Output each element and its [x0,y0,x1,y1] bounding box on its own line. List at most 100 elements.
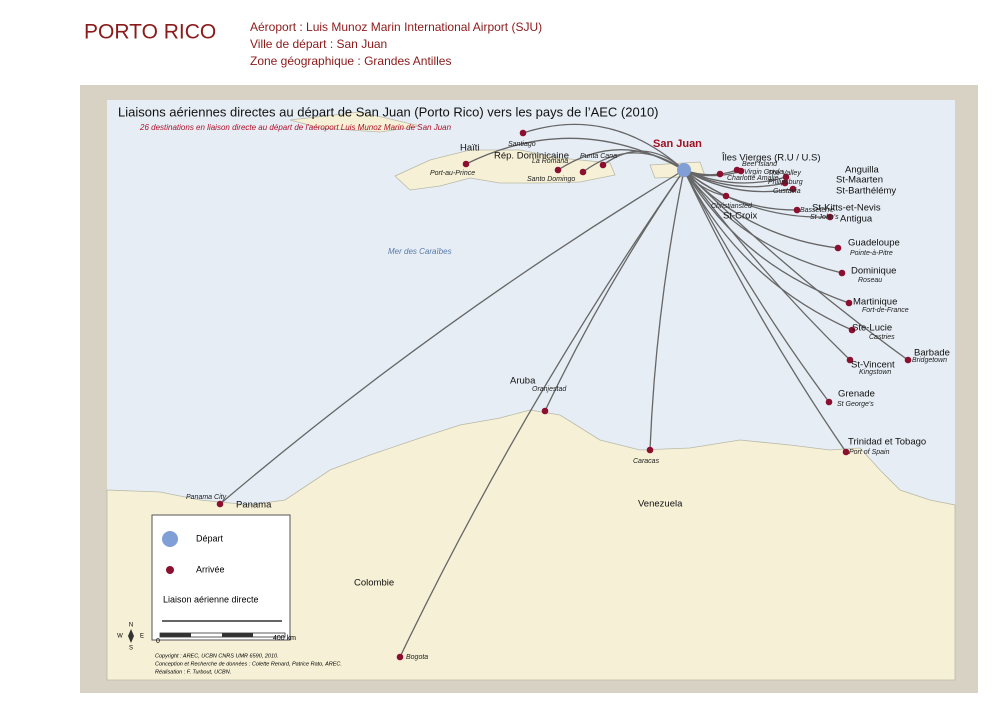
country-label: St-Kitts-et-Nevis [812,203,881,214]
city-label: St John's [810,214,839,221]
arrival-marker [834,244,842,252]
origin-label: San Juan [653,138,702,150]
city-label: Oranjestad [532,386,567,393]
country-label: St-Maarten [836,175,883,186]
compass-n: N [129,623,133,629]
city-label: Kingstown [859,369,891,376]
city-label: Castries [869,334,895,341]
arrival-marker [722,192,730,200]
country-label: Aruba [510,376,536,387]
cuba [289,111,421,133]
legend-link: Liaison aérienne directe [163,594,259,604]
arrival-marker [599,161,607,169]
city-label: Beef Island [742,161,778,168]
arrival-marker [781,179,789,187]
hispaniola [394,149,616,191]
compass-w: W [117,634,123,640]
city-label: Christiansted [711,203,753,210]
legend-arrival: Arrivée [196,564,225,574]
legend-arrival-marker [166,566,174,574]
arrival-marker [579,168,587,176]
credit: Copyright : AREC, UCBN CNRS UMR 6590, 20… [155,653,279,659]
route [683,169,909,361]
city-label: Charlotte Amalie [727,175,779,182]
country-label: Antigua [840,214,873,225]
city-label: Basseterre [800,207,834,214]
country-label: Venezuela [638,499,683,510]
map-title: Liaisons aériennes directes au départ de… [118,104,659,119]
arrival-marker [825,398,833,406]
route [683,169,850,304]
route [683,169,847,453]
south-america [106,409,956,681]
city-label: Caracas [633,458,660,465]
route [219,169,685,505]
route [582,152,685,173]
legend-departure-marker [162,531,178,547]
country-label: Anguilla [845,165,880,176]
city-label: Pointe-à-Pitre [850,250,893,257]
arrival-marker [716,170,724,178]
route [683,169,830,403]
city-label: Virgin Gorda [744,169,783,176]
credit: Conception et Recherche de données : Col… [155,661,342,667]
legend-departure: Départ [196,533,224,543]
route [399,169,685,658]
route [683,169,831,218]
country-label: Guadeloupe [848,238,900,249]
scale-bar-segment [160,633,191,637]
credit: Réalisation : F. Turbout, UCBN. [155,669,231,675]
city-label: Port-au-Prince [430,170,475,177]
map-subtitle: 26 destinations en liaison directe au dé… [139,123,452,132]
city-label: The Valley [768,170,801,177]
arrival-marker [646,446,654,454]
city-label: Bridgetown [912,357,947,364]
header-line: Aéroport : Luis Munoz Marin Internationa… [250,20,542,34]
arrival-marker [462,160,470,168]
country-label: Dominique [851,266,896,277]
city-label: Panama City [186,494,227,501]
country-label: Colombie [354,578,394,589]
header-line: Ville de départ : San Juan [250,37,387,51]
city-label: Gustavia [773,188,801,195]
scale-start: 0 [156,638,160,645]
city-label: Santiago [508,141,536,148]
scale-end: 400 km [273,635,296,642]
routes [219,123,909,658]
city-label: St George's [837,401,874,408]
arrival-marker [904,356,912,364]
country-label: Trinidad et Tobago [848,437,926,448]
country-label: Ste-Lucie [852,323,892,334]
arrival-marker [541,407,549,415]
arrival-marker [789,185,797,193]
header-line: Zone géographique : Grandes Antilles [250,54,451,68]
country-label: Grenade [838,389,875,400]
compass [128,629,134,643]
arrival-marker [842,448,850,456]
arrival-marker [845,299,853,307]
country-label: St-Croix [723,211,758,222]
compass-e: E [140,634,144,640]
arrival-marker [846,356,854,364]
country-label: Barbade [914,348,950,359]
compass-s: S [129,646,133,652]
city-label: Bogota [406,654,428,661]
route [683,169,794,193]
country-label: Haïti [460,143,480,154]
arrival-marker [848,326,856,334]
arrival-marker [554,166,562,174]
route [522,123,685,171]
scale-bar-segment [222,633,253,637]
city-label: Santo Domingo [527,176,575,183]
country-label: Rép. Dominicaine [494,151,569,162]
arrival-marker [793,206,801,214]
country-label: Îles Vierges (R.U / U.S) [721,153,821,164]
city-label: La Romana [532,158,568,165]
city-label: Philipsburg [768,179,803,186]
city-label: Roseau [858,277,882,284]
route [649,169,685,451]
origin-marker [677,163,691,177]
route [683,169,851,361]
arrival-marker [838,269,846,277]
